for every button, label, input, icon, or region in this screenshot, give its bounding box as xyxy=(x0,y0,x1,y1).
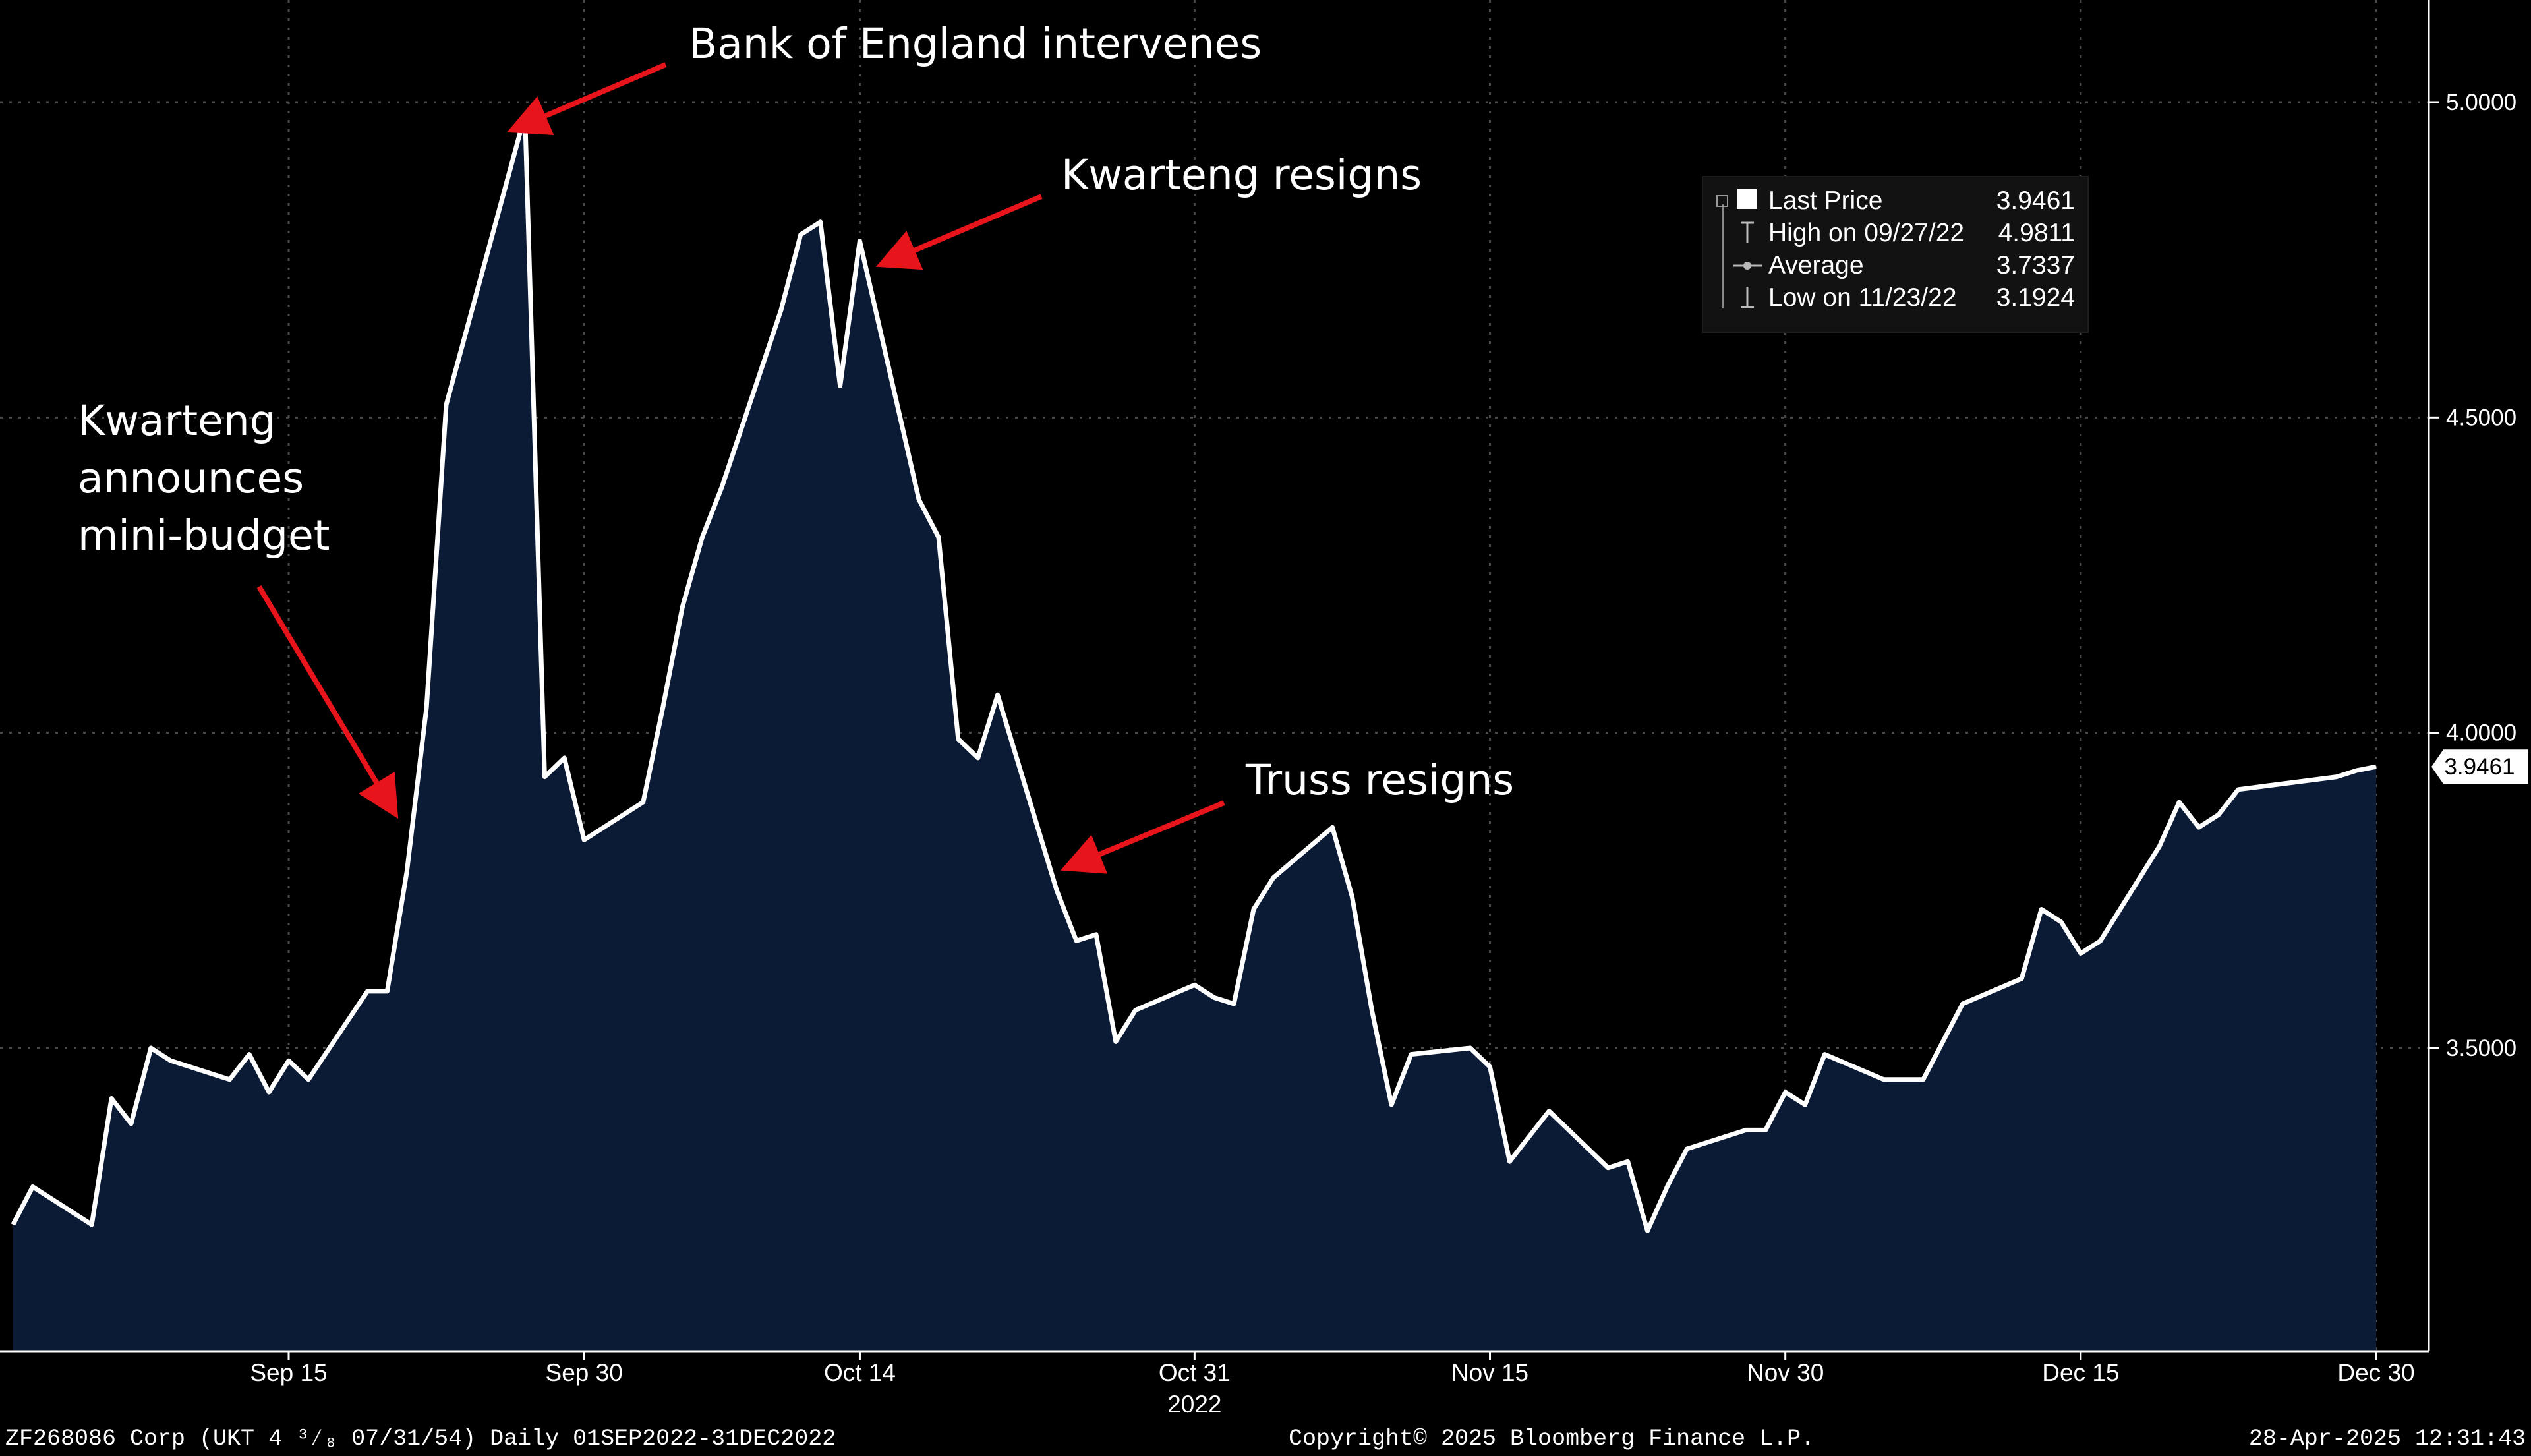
annotation-arrow xyxy=(256,585,399,819)
legend-row: Low on 11/23/22 3.1924 xyxy=(1741,283,2075,312)
legend-box: Last Price 3.9461 High on 09/27/22 4.9811 Av… xyxy=(1702,176,2089,333)
annotation-text: announces xyxy=(78,454,304,502)
average-marker-dot xyxy=(1743,262,1751,270)
x-tick-label: Sep 30 xyxy=(546,1359,623,1386)
annotation-arrow xyxy=(1060,800,1225,874)
legend-label: Average xyxy=(1768,251,1864,279)
y-tick-label: 3.5000 xyxy=(2446,1035,2516,1061)
legend-row: Last Price 3.9461 xyxy=(1716,187,2075,215)
legend-row: Average 3.7337 xyxy=(1733,251,2075,279)
series-area-fill xyxy=(13,115,2377,1352)
annotation: Kwarteng resigns xyxy=(875,151,1422,270)
legend-value: 3.7337 xyxy=(1996,251,2075,279)
footer-timestamp: 28-Apr-2025 12:31:43 xyxy=(2249,1426,2526,1452)
legend-label: High on 09/27/22 xyxy=(1768,219,1964,247)
series-line xyxy=(11,112,2377,1233)
y-tick-label: 4.0000 xyxy=(2446,720,2516,746)
x-tick-label: Oct 14 xyxy=(824,1359,896,1386)
legend-label: Low on 11/23/22 xyxy=(1768,283,1957,312)
legend-value: 3.1924 xyxy=(1996,283,2075,312)
legend-value: 4.9811 xyxy=(1998,219,2075,247)
x-tick-label: Oct 31 xyxy=(1159,1359,1231,1386)
legend-value: 3.9461 xyxy=(1996,187,2075,215)
annotations-layer: Bank of England intervenes Kwarteng resig… xyxy=(78,20,1514,874)
annotation-text: Bank of England intervenes xyxy=(689,20,1262,68)
x-year-label: 2022 xyxy=(1167,1391,1221,1418)
legend-background xyxy=(1702,176,2089,333)
legend-collapse-icon xyxy=(1716,195,1728,207)
footer-security-info: ZF268086 Corp (UKT 4 ³⁄₈ 07/31/54) Daily… xyxy=(5,1426,836,1452)
annotation-text: mini-budget xyxy=(78,511,330,560)
x-tick-label: Dec 30 xyxy=(2337,1359,2414,1386)
axes-layer: 5.0000 4.5000 4.0000 3.5000 Sep 15 Sep 30 Oct … xyxy=(0,0,2528,1418)
y-tick-label: 4.5000 xyxy=(2446,405,2516,430)
legend-swatch xyxy=(1737,189,1757,209)
annotation: Kwarteng announces mini-budget xyxy=(78,397,399,819)
y-tick-label: 5.0000 xyxy=(2446,90,2516,115)
annotation-arrow xyxy=(506,62,667,136)
annotation-text: Kwarteng resigns xyxy=(1061,151,1422,199)
legend-row: High on 09/27/22 4.9811 xyxy=(1741,219,2075,247)
annotation-arrow xyxy=(875,194,1043,270)
legend-label: Last Price xyxy=(1768,187,1882,215)
x-tick-label: Dec 15 xyxy=(2042,1359,2119,1386)
x-tick-label: Nov 15 xyxy=(1451,1359,1528,1386)
last-value-label: 3.9461 xyxy=(2444,754,2515,780)
last-value-box xyxy=(2431,749,2528,784)
annotation-text: Kwarteng xyxy=(78,397,276,445)
x-tick-label: Nov 30 xyxy=(1747,1359,1824,1386)
annotation-text: Truss resigns xyxy=(1245,756,1514,804)
annotation: Truss resigns xyxy=(1060,756,1514,874)
footer-bar: ZF268086 Corp (UKT 4 ³⁄₈ 07/31/54) Daily… xyxy=(5,1426,2526,1452)
footer-copyright: Copyright© 2025 Bloomberg Finance L.P. xyxy=(1289,1426,1815,1452)
x-tick-label: Sep 15 xyxy=(250,1359,327,1386)
area-layer xyxy=(11,112,2377,1352)
annotation: Bank of England intervenes xyxy=(506,20,1262,136)
